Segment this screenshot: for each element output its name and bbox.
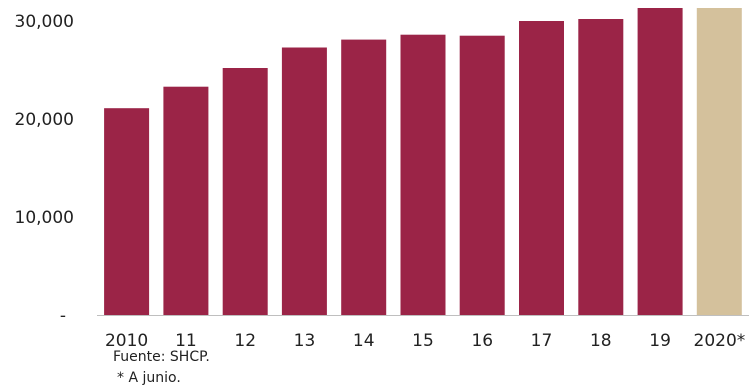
y-tick-label: 20,000 [15,110,74,130]
bar-11 [163,86,209,315]
bar-2010 [104,108,150,315]
x-tick-label: 2010 [105,331,148,351]
bars [104,8,742,315]
bar-15 [400,34,446,315]
x-tick-label: 17 [531,331,553,351]
y-tick-label: 30,000 [15,12,74,32]
bar-12 [222,68,268,315]
source-note: Fuente: SHCP. [113,349,210,365]
bar-18 [578,19,624,315]
bar-17 [519,21,564,315]
x-tick-label: 2020* [694,331,746,351]
bar-14 [341,39,387,315]
x-axis: 2010 11 12 13 14 15 16 17 18 19 2020* [105,331,745,351]
y-tick-label: - [60,306,66,326]
x-tick-label: 11 [175,331,197,351]
x-tick-label: 14 [353,331,375,351]
y-tick-label: 10,000 [15,208,74,228]
bar-2020-est [696,8,742,315]
x-tick-label: 18 [590,331,612,351]
y-axis: - 10,000 20,000 30,000 [15,12,74,326]
x-tick-label: 16 [471,331,493,351]
x-tick-label: 13 [294,331,316,351]
bar-19 [637,8,683,315]
x-tick-label: 15 [412,331,434,351]
x-tick-label: 12 [234,331,256,351]
bar-13 [281,47,327,315]
bar-16 [459,35,505,315]
x-tick-label: 19 [649,331,671,351]
footnote: * A junio. [117,370,181,386]
